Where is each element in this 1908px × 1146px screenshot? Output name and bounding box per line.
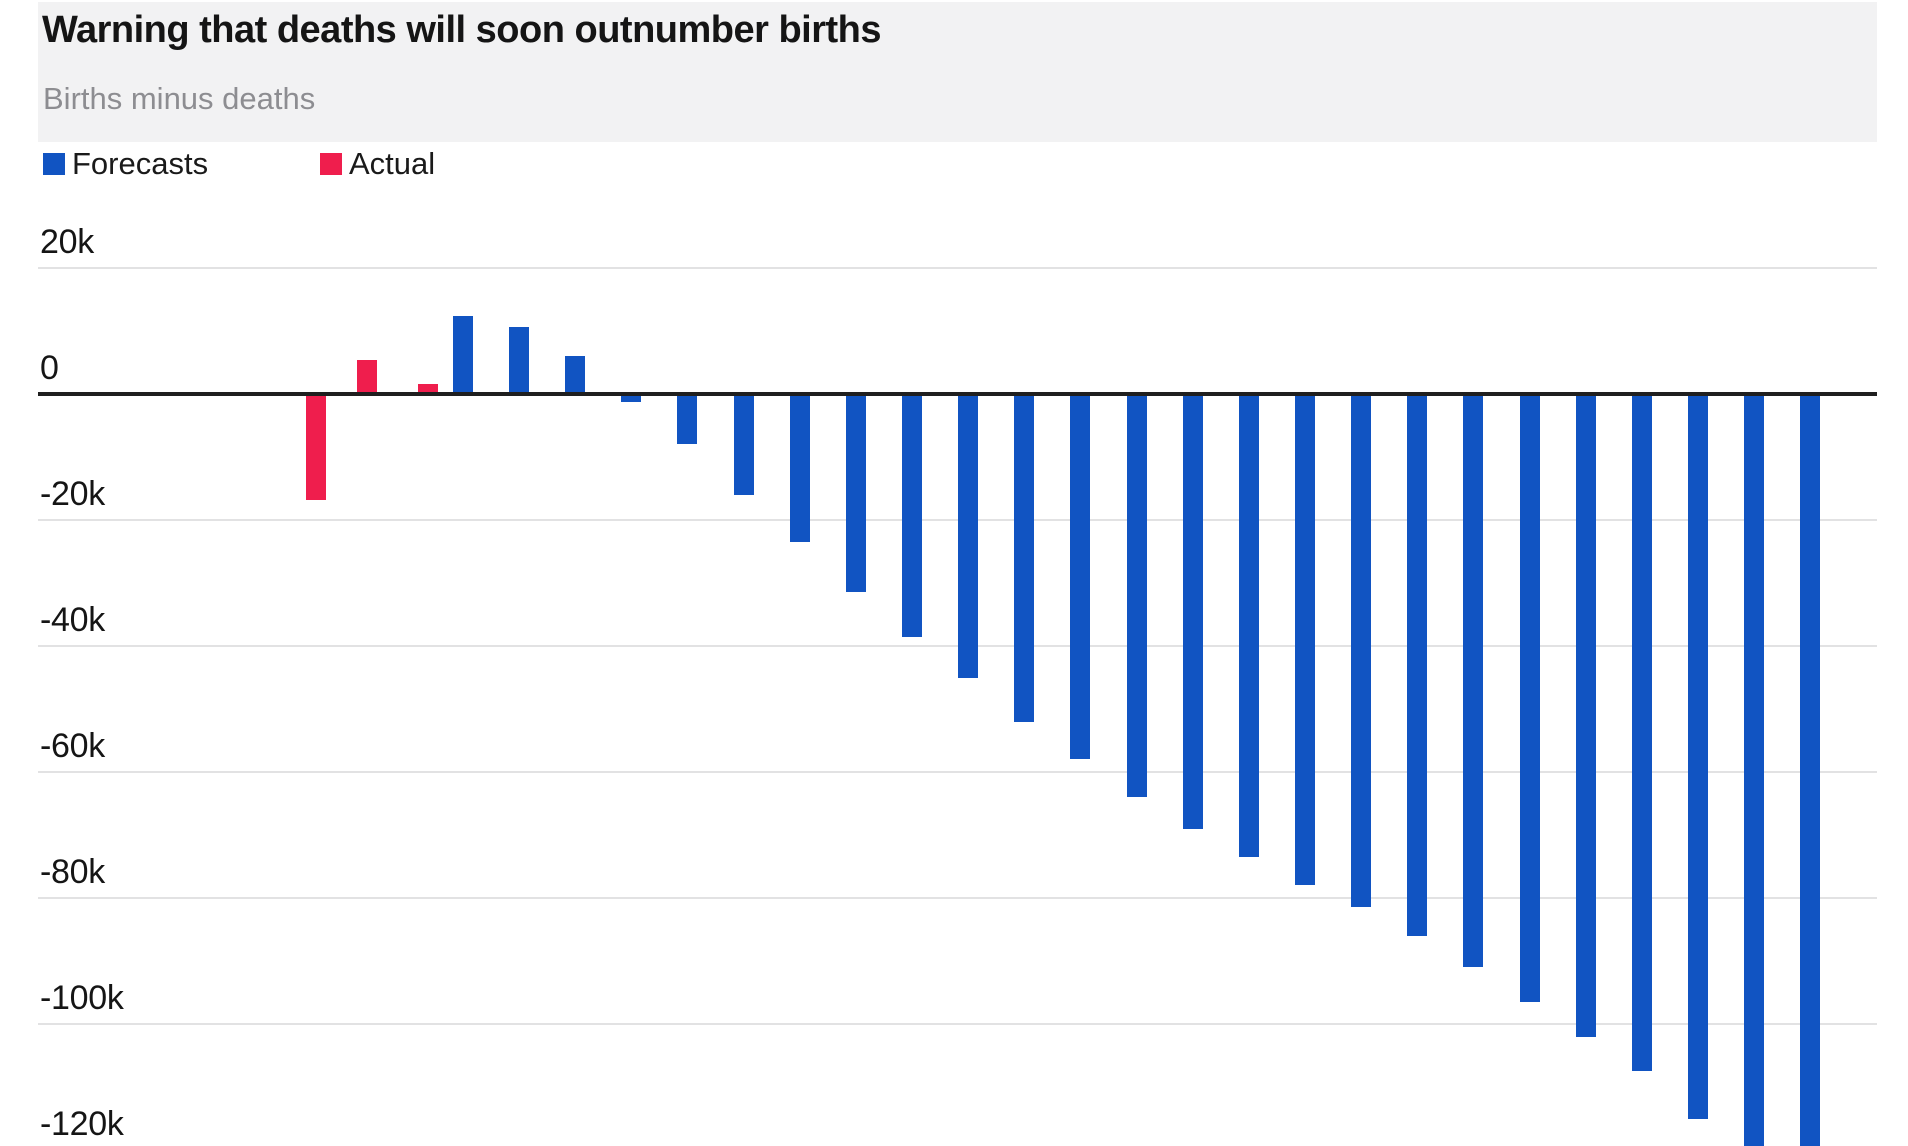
actual-swatch-icon xyxy=(320,153,342,175)
gridline xyxy=(38,1023,1877,1025)
bar-forecasts xyxy=(1183,394,1203,829)
bar-forecasts xyxy=(1295,394,1315,886)
bar-actual xyxy=(357,360,377,393)
bar-forecasts xyxy=(1407,394,1427,936)
bar-forecasts xyxy=(1070,394,1090,760)
gridline xyxy=(38,771,1877,773)
bar-forecasts xyxy=(958,394,978,678)
bar-forecasts xyxy=(1014,394,1034,722)
y-tick-label: -40k xyxy=(40,601,105,639)
bar-forecasts xyxy=(509,326,529,393)
bar-forecasts xyxy=(453,315,473,393)
header-background xyxy=(38,2,1877,142)
chart-subtitle: Births minus deaths xyxy=(43,81,316,116)
legend-item-actual: Actual xyxy=(320,146,436,181)
gridline xyxy=(38,519,1877,521)
bar-forecasts xyxy=(677,394,697,445)
bar-forecasts xyxy=(846,394,866,593)
bar-forecasts xyxy=(621,394,641,402)
y-tick-label: -60k xyxy=(40,727,105,765)
zero-axis-line xyxy=(38,392,1877,396)
bar-forecasts xyxy=(565,355,585,393)
bar-actual xyxy=(306,394,326,500)
gridline xyxy=(38,645,1877,647)
legend-item-forecasts: Forecasts xyxy=(43,146,209,181)
bar-forecasts xyxy=(1800,394,1820,1146)
y-tick-label: 0 xyxy=(40,349,59,387)
bar-forecasts xyxy=(1688,394,1708,1119)
bar-forecasts xyxy=(1744,394,1764,1146)
bar-forecasts xyxy=(1351,394,1371,908)
y-tick-label: -120k xyxy=(40,1105,124,1143)
bar-forecasts xyxy=(902,394,922,637)
page-title: Warning that deaths will soon outnumber … xyxy=(42,9,882,51)
bar-forecasts xyxy=(790,394,810,543)
bar-forecasts xyxy=(1632,394,1652,1072)
gridline xyxy=(38,897,1877,899)
bar-forecasts xyxy=(1127,394,1147,798)
bar-forecasts xyxy=(734,394,754,495)
bar-forecasts xyxy=(1239,394,1259,858)
bar-forecasts xyxy=(1576,394,1596,1037)
forecasts-swatch-icon xyxy=(43,153,65,175)
y-tick-label: -80k xyxy=(40,853,105,891)
legend-forecasts-label: Forecasts xyxy=(72,146,209,181)
y-tick-label: -100k xyxy=(40,979,124,1017)
legend-actual-label: Actual xyxy=(349,146,436,181)
bar-forecasts xyxy=(1463,394,1483,968)
y-tick-label: -20k xyxy=(40,475,105,513)
bar-actual xyxy=(418,383,438,393)
y-tick-label: 20k xyxy=(40,223,94,261)
bar-forecasts xyxy=(1520,394,1540,1002)
gridline xyxy=(38,267,1877,269)
